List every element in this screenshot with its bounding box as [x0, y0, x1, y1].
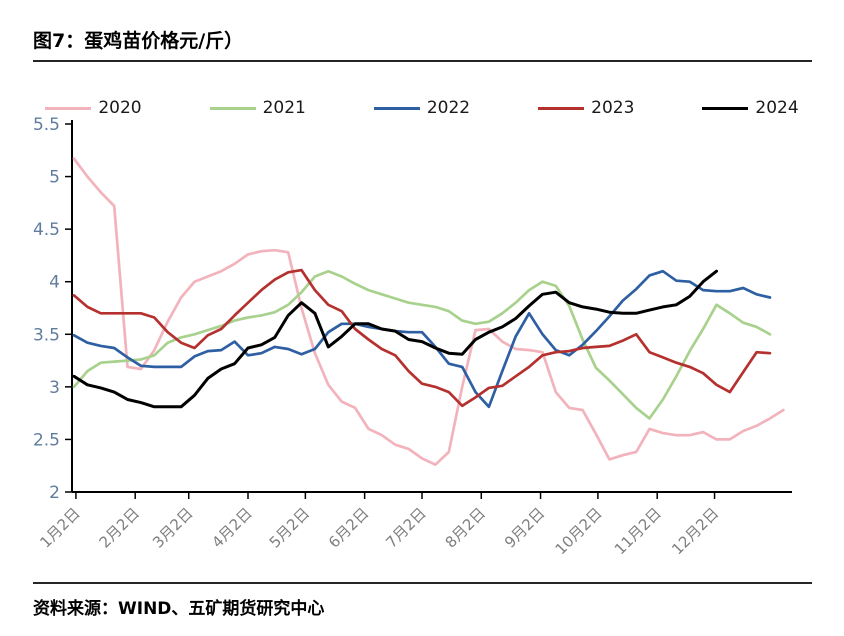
legend-item-2021: 2021: [209, 98, 306, 118]
title-divider: [33, 60, 812, 62]
legend-item-2020: 2020: [45, 98, 142, 118]
x-tick-label: 2月2日: [96, 504, 143, 551]
data-source: 资料来源：WIND、五矿期货研究中心: [33, 599, 325, 619]
figure-title: 图7：蛋鸡苗价格元/斤）: [33, 30, 244, 52]
legend-swatch-2020: [45, 106, 92, 110]
legend-swatch-2024: [702, 106, 749, 110]
legend-label: 2020: [98, 98, 142, 118]
y-tick-label: 2: [49, 483, 60, 503]
legend-swatch-2021: [209, 106, 256, 110]
x-tick-label: 8月2日: [442, 504, 489, 551]
x-tick-label: 3月2日: [149, 504, 196, 551]
x-tick-label: 5月2日: [266, 504, 313, 551]
y-tick-label: 5.5: [33, 115, 60, 135]
y-tick-label: 4: [49, 273, 60, 293]
x-tick-label: 4月2日: [208, 504, 255, 551]
x-tick-label: 10月2日: [552, 504, 606, 558]
chart-legend: 2020 2021 2022 2023 2024: [0, 98, 844, 118]
price-line-chart: 2 2.5 3 3.5 4 4.5 5 5.5 1月2日 2月2日 3月2日 4月2日 5月2日 6月2日…: [33, 115, 792, 558]
y-tick-label: 2.5: [33, 430, 60, 450]
legend-item-2022: 2022: [373, 98, 471, 118]
y-tick-label: 4.5: [33, 220, 60, 240]
y-tick-label: 3.5: [33, 325, 60, 345]
x-tick-label: 9月2日: [501, 504, 548, 551]
legend-swatch-2022: [373, 106, 420, 110]
legend-label: 2021: [262, 98, 306, 118]
x-tick-label: 12月2日: [668, 504, 722, 558]
y-tick-label: 5: [49, 168, 60, 188]
x-tick-label: 11月2日: [611, 504, 665, 558]
series-line-2023: [72, 268, 772, 408]
footer-divider: [33, 582, 812, 584]
legend-label: 2023: [591, 98, 635, 118]
legend-label: 2024: [755, 98, 799, 118]
legend-swatch-2023: [538, 106, 585, 110]
legend-item-2023: 2023: [538, 98, 634, 118]
x-tick-label: 6月2日: [325, 504, 372, 551]
y-tick-label: 3: [49, 378, 60, 398]
series-line-2024: [72, 269, 718, 409]
legend-label: 2022: [426, 98, 471, 118]
x-tick-label: 1月2日: [36, 504, 83, 551]
series-line-2020: [72, 157, 785, 467]
series-line-2021: [72, 269, 772, 420]
legend-item-2024: 2024: [702, 98, 799, 118]
x-tick-label: 7月2日: [382, 504, 429, 551]
series-line-2022: [72, 269, 772, 409]
